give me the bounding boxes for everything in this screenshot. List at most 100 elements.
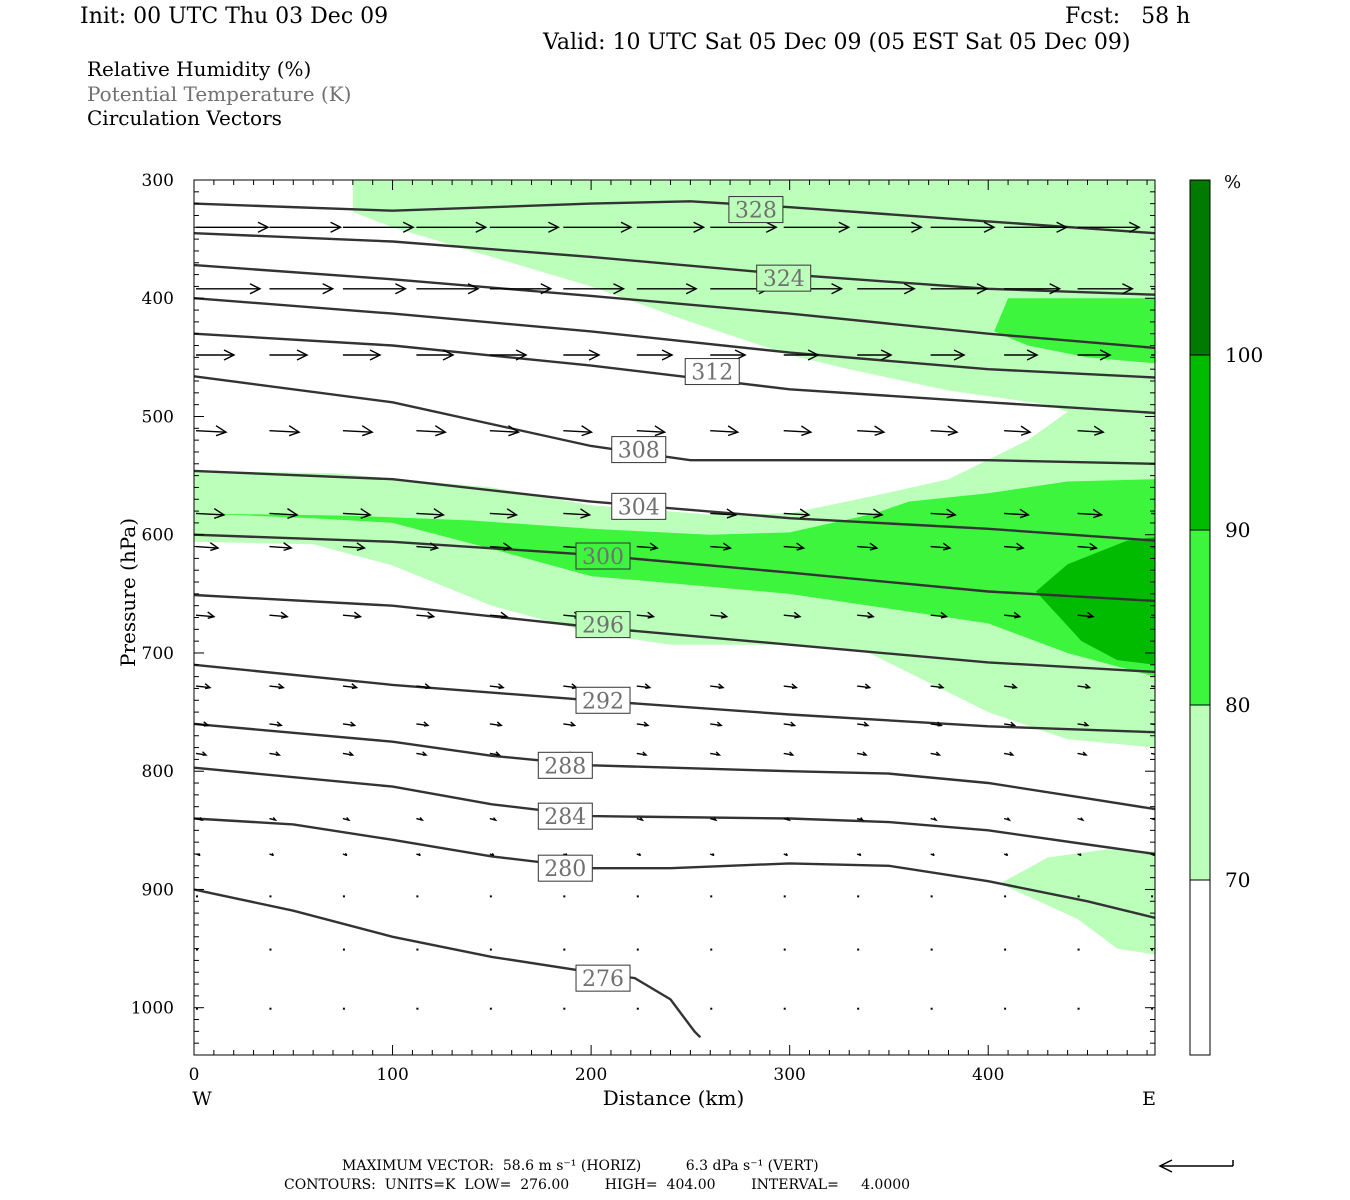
colorbar-unit: % (1224, 172, 1241, 193)
vector-head (570, 721, 577, 727)
vector-arrow (416, 545, 438, 549)
theta-label-288: 288 (544, 754, 586, 779)
vector-head (418, 852, 421, 857)
vector-head (1087, 611, 1095, 619)
vector-head (581, 425, 594, 437)
vector-dot (930, 1007, 933, 1010)
vector-head (1011, 683, 1018, 689)
vector-head (346, 817, 351, 822)
theta-contour-308 (194, 375, 1155, 465)
vector-dot (857, 895, 860, 898)
theta-label-292: 292 (582, 689, 624, 714)
theta-contour-324 (194, 232, 1155, 296)
vector-arrow (636, 429, 665, 433)
vector-arrow (416, 429, 446, 433)
vector-head (275, 751, 282, 756)
vector-arrow (783, 429, 811, 433)
max-vector-note: MAXIMUM VECTOR: 58.6 m s⁻¹ (HORIZ) 6.3 d… (342, 1158, 819, 1174)
vector-arrow (1150, 614, 1155, 617)
vector-head (429, 542, 440, 551)
vector-head (548, 221, 560, 233)
vector-head (209, 542, 220, 552)
vector-head (716, 721, 723, 727)
y-tick-label: 400 (142, 289, 174, 309)
vector-dot (1151, 948, 1154, 951)
vector-head (1016, 542, 1025, 551)
vector-dot (196, 1007, 198, 1010)
vector-arrow (1150, 685, 1155, 688)
vector-arrow (195, 545, 219, 549)
vector-head (685, 283, 698, 295)
y-tick-label: 300 (142, 171, 174, 191)
vector-arrow (416, 614, 434, 618)
vector-arrow (857, 545, 877, 549)
vector-head (506, 508, 519, 519)
vector-arrow (783, 614, 801, 618)
theta-label-328: 328 (735, 199, 777, 224)
vector-arrow (710, 429, 738, 433)
vector-head (862, 751, 868, 756)
vector-arrow (710, 512, 736, 516)
vector-head (540, 283, 553, 295)
x-tick-label: 100 (376, 1065, 408, 1085)
vector-head (1099, 349, 1112, 361)
vector-head (976, 283, 989, 295)
x-axis-title: Distance (km) (603, 1086, 745, 1110)
y-tick-label: 500 (142, 407, 174, 427)
vector-head (726, 508, 738, 519)
vector-head (785, 852, 788, 857)
vector-head (395, 283, 407, 295)
theta-contour-292 (194, 663, 1155, 734)
vector-head (946, 508, 957, 519)
theta-label-box-328 (728, 196, 784, 224)
vector-dot (783, 1007, 786, 1010)
vector-head (442, 349, 455, 361)
vector-dot (1004, 1007, 1007, 1010)
vector-arrow (342, 545, 365, 549)
rh-region-90-4 (1035, 537, 1155, 665)
vector-arrow (783, 545, 804, 549)
rh-region-80-3 (994, 298, 1155, 364)
colorbar-label: 80 (1225, 693, 1250, 717)
rh-region-70-1 (1000, 849, 1155, 955)
vector-arrow (857, 512, 883, 516)
vector-head (1013, 611, 1022, 619)
vector-arrow (1077, 614, 1094, 618)
colorbar-segment (1189, 704, 1211, 881)
vector-dot (710, 948, 713, 951)
theta-contour-296 (194, 593, 1155, 674)
x-tick-label: 200 (575, 1065, 607, 1085)
vector-head (422, 751, 428, 756)
vector-head (807, 349, 820, 361)
vector-head (1173, 350, 1183, 360)
theta-label-box-276 (575, 964, 631, 992)
vector-head (1163, 543, 1169, 549)
vector-head (712, 852, 715, 857)
vector-dot (563, 1007, 566, 1010)
vector-head (863, 721, 870, 727)
vector-head (278, 683, 285, 690)
vector-arrow (783, 512, 810, 516)
vector-head (1092, 508, 1104, 519)
vector-dot (196, 895, 198, 898)
theta-contour-316 (194, 297, 1155, 379)
y-tick-label: 900 (142, 880, 174, 900)
theta-label-304: 304 (618, 495, 660, 520)
vector-head (953, 349, 966, 361)
vector-head (1082, 751, 1088, 756)
theta-label-308: 308 (618, 439, 660, 464)
vector-head (838, 221, 851, 233)
vector-dot (269, 1007, 272, 1010)
vector-head (351, 683, 359, 690)
vector-arrow (930, 512, 956, 516)
vector-arrow (636, 545, 658, 549)
theta-contour-288 (194, 722, 1155, 811)
vector-dot (710, 1007, 713, 1010)
vector-head (322, 283, 335, 295)
vector-head (903, 283, 916, 295)
vector-head (867, 611, 875, 619)
vector-head (786, 817, 792, 822)
vector-head (942, 542, 952, 551)
vector-head (434, 425, 447, 437)
